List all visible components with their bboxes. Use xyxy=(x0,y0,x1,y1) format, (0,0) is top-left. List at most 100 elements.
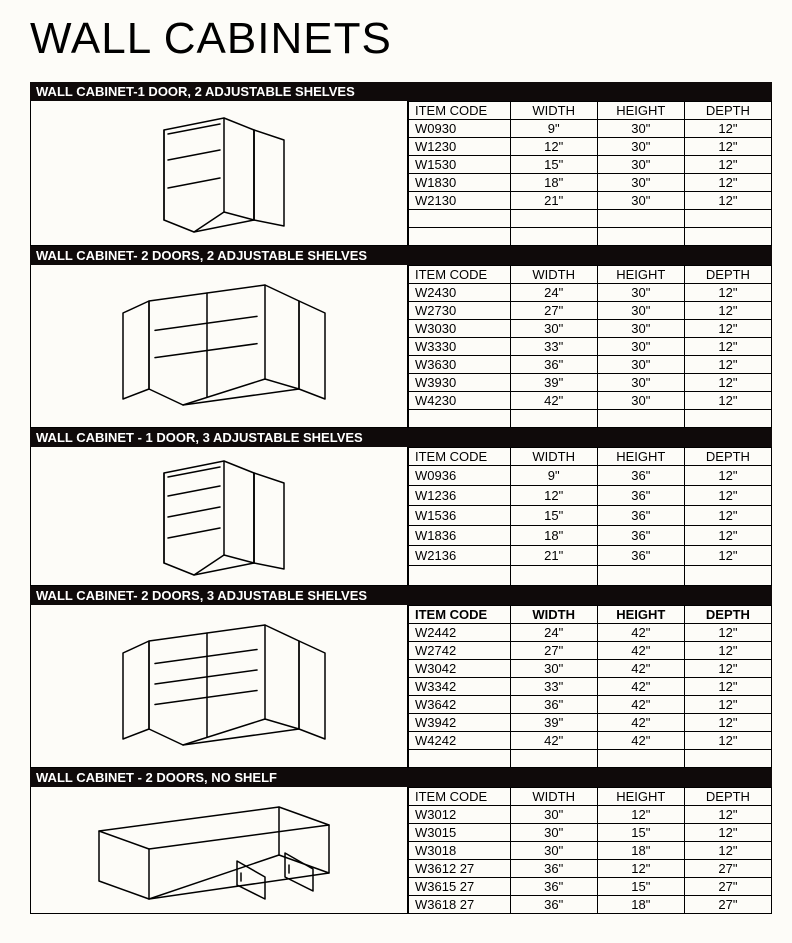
cell-depth: 27" xyxy=(684,860,771,878)
page-title: WALL CABINETS xyxy=(30,14,772,64)
cell-depth: 12" xyxy=(684,138,771,156)
cell-height: 42" xyxy=(597,660,684,678)
cell-empty xyxy=(510,750,597,768)
table-row: W3018 30" 18" 12" xyxy=(409,842,772,860)
cabinet-section: WALL CABINET - 2 DOORS, NO SHELF ITEM CO… xyxy=(30,768,772,914)
cell-height: 18" xyxy=(597,896,684,914)
cell-depth: 12" xyxy=(684,320,771,338)
cell-empty xyxy=(510,410,597,428)
cell-height: 30" xyxy=(597,284,684,302)
cell-depth: 12" xyxy=(684,156,771,174)
cell-width: 33" xyxy=(510,678,597,696)
cell-height: 30" xyxy=(597,120,684,138)
cell-width: 36" xyxy=(510,860,597,878)
cell-item-code: W1530 xyxy=(409,156,511,174)
cabinet-section: WALL CABINET- 2 DOORS, 2 ADJUSTABLE SHEL… xyxy=(30,246,772,428)
cell-height: 36" xyxy=(597,486,684,506)
cell-depth: 12" xyxy=(684,374,771,392)
cell-height: 36" xyxy=(597,546,684,566)
cabinet-illustration xyxy=(30,787,408,914)
table-row: W3930 39" 30" 12" xyxy=(409,374,772,392)
cell-item-code: W2430 xyxy=(409,284,511,302)
spec-table: ITEM CODE WIDTH HEIGHT DEPTH W0930 9" 30… xyxy=(408,101,772,246)
table-row: W1530 15" 30" 12" xyxy=(409,156,772,174)
cell-depth: 12" xyxy=(684,526,771,546)
cell-item-code: W4230 xyxy=(409,392,511,410)
cell-item-code: W3042 xyxy=(409,660,511,678)
cell-depth: 12" xyxy=(684,486,771,506)
cell-empty xyxy=(409,228,511,246)
cell-width: 30" xyxy=(510,320,597,338)
cell-item-code: W3030 xyxy=(409,320,511,338)
table-row: W4242 42" 42" 12" xyxy=(409,732,772,750)
cell-depth: 12" xyxy=(684,714,771,732)
cell-width: 42" xyxy=(510,732,597,750)
col-header-depth: DEPTH xyxy=(684,266,771,284)
section-body: ITEM CODE WIDTH HEIGHT DEPTH W2442 24" 4… xyxy=(30,605,772,768)
cell-height: 15" xyxy=(597,824,684,842)
cell-empty xyxy=(684,750,771,768)
cell-empty xyxy=(597,410,684,428)
section-header: WALL CABINET-1 DOOR, 2 ADJUSTABLE SHELVE… xyxy=(30,82,772,101)
col-header-height: HEIGHT xyxy=(597,448,684,466)
cell-item-code: W3015 xyxy=(409,824,511,842)
cell-depth: 12" xyxy=(684,338,771,356)
cell-item-code: W2442 xyxy=(409,624,511,642)
table-header-row: ITEM CODE WIDTH HEIGHT DEPTH xyxy=(409,448,772,466)
cell-empty xyxy=(684,566,771,586)
table-row: W1836 18" 36" 12" xyxy=(409,526,772,546)
cell-empty xyxy=(409,210,511,228)
cell-item-code: W3330 xyxy=(409,338,511,356)
cell-item-code: W1230 xyxy=(409,138,511,156)
table-row: W0930 9" 30" 12" xyxy=(409,120,772,138)
cell-depth: 12" xyxy=(684,120,771,138)
section-header: WALL CABINET- 2 DOORS, 3 ADJUSTABLE SHEL… xyxy=(30,586,772,605)
cell-empty xyxy=(684,410,771,428)
table-row: W3015 30" 15" 12" xyxy=(409,824,772,842)
cell-depth: 27" xyxy=(684,896,771,914)
cell-height: 36" xyxy=(597,526,684,546)
cell-depth: 12" xyxy=(684,624,771,642)
cell-height: 30" xyxy=(597,174,684,192)
cell-width: 30" xyxy=(510,842,597,860)
table-row: W1230 12" 30" 12" xyxy=(409,138,772,156)
cell-width: 12" xyxy=(510,138,597,156)
table-row-empty xyxy=(409,750,772,768)
cell-depth: 12" xyxy=(684,356,771,374)
cell-empty xyxy=(684,210,771,228)
table-row: W3612 27 36" 12" 27" xyxy=(409,860,772,878)
table-row: W3012 30" 12" 12" xyxy=(409,806,772,824)
cell-height: 42" xyxy=(597,624,684,642)
cell-height: 30" xyxy=(597,356,684,374)
col-header-depth: DEPTH xyxy=(684,606,771,624)
section-header: WALL CABINET - 2 DOORS, NO SHELF xyxy=(30,768,772,787)
cell-empty xyxy=(684,228,771,246)
cell-height: 30" xyxy=(597,192,684,210)
table-row: W2430 24" 30" 12" xyxy=(409,284,772,302)
cell-item-code: W0936 xyxy=(409,466,511,486)
cell-item-code: W3642 xyxy=(409,696,511,714)
table-row: W2742 27" 42" 12" xyxy=(409,642,772,660)
table-header-row: ITEM CODE WIDTH HEIGHT DEPTH xyxy=(409,606,772,624)
cell-item-code: W1836 xyxy=(409,526,511,546)
section-body: ITEM CODE WIDTH HEIGHT DEPTH W0936 9" 36… xyxy=(30,447,772,586)
col-header-depth: DEPTH xyxy=(684,448,771,466)
table-row: W3642 36" 42" 12" xyxy=(409,696,772,714)
spec-table: ITEM CODE WIDTH HEIGHT DEPTH W2442 24" 4… xyxy=(408,605,772,768)
cell-empty xyxy=(510,566,597,586)
col-header-item-code: ITEM CODE xyxy=(409,788,511,806)
cell-item-code: W2730 xyxy=(409,302,511,320)
table-row: W1236 12" 36" 12" xyxy=(409,486,772,506)
cell-width: 21" xyxy=(510,192,597,210)
cell-item-code: W3012 xyxy=(409,806,511,824)
table-row: W1830 18" 30" 12" xyxy=(409,174,772,192)
cell-height: 15" xyxy=(597,878,684,896)
cell-height: 42" xyxy=(597,696,684,714)
cell-width: 36" xyxy=(510,878,597,896)
cell-item-code: W3615 27 xyxy=(409,878,511,896)
cell-width: 30" xyxy=(510,824,597,842)
cell-depth: 12" xyxy=(684,302,771,320)
cell-width: 39" xyxy=(510,714,597,732)
col-header-width: WIDTH xyxy=(510,606,597,624)
cell-depth: 12" xyxy=(684,696,771,714)
